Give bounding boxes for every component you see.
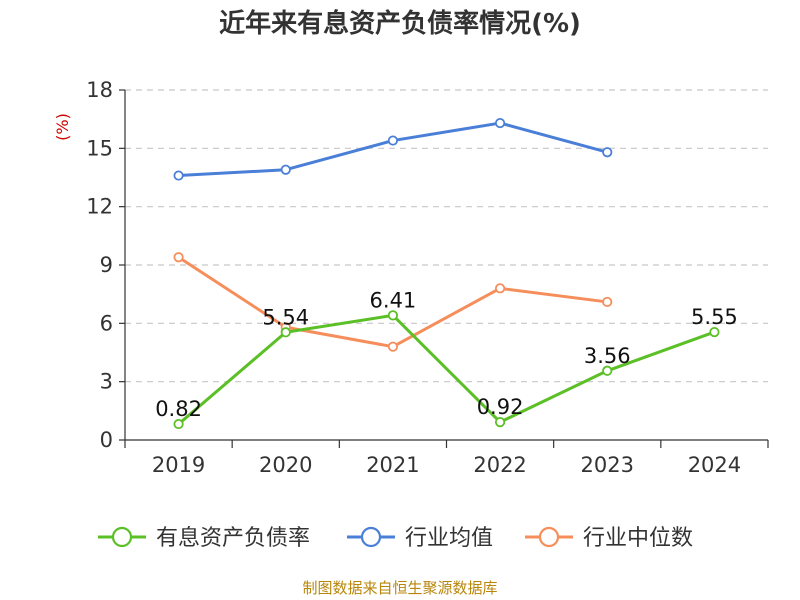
data-labels: 0.82 5.54 6.41 0.92 3.56 5.55: [155, 288, 738, 421]
x-tick-label-2024: 2024: [688, 453, 741, 477]
y-tick-label: 6: [100, 311, 113, 335]
data-point-1-1[interactable]: [280, 164, 291, 175]
legend-swatch-marker: [111, 526, 133, 548]
series-lines: [173, 117, 720, 430]
series-line-0: [177, 313, 715, 426]
legend-swatch-marker: [360, 526, 382, 548]
data-label-4: 3.56: [584, 344, 631, 368]
data-label-3: 0.92: [477, 395, 524, 419]
legend-item-2[interactable]: 行业中位数: [525, 526, 693, 551]
y-tick-label: 18: [86, 78, 113, 102]
legend-label: 行业中位数: [583, 526, 693, 551]
data-point-0-3[interactable]: [494, 417, 506, 428]
legend-item-1[interactable]: 行业均值: [347, 526, 493, 551]
data-point-1-3[interactable]: [494, 117, 506, 129]
y-tick-label: 3: [100, 370, 113, 394]
data-point-2-3[interactable]: [494, 283, 506, 294]
data-point-0-4[interactable]: [602, 365, 613, 376]
axes: 0 3 6 9 12 15 18 2019 2020 2021 2022 2023 2024: [86, 78, 769, 477]
data-label-1: 5.54: [262, 305, 309, 329]
legend-swatch-marker: [538, 526, 560, 548]
data-point-1-4[interactable]: [602, 147, 613, 158]
x-tick-label-2019: 2019: [152, 453, 205, 477]
data-point-0-5[interactable]: [709, 326, 720, 338]
y-tick-label: 9: [100, 253, 113, 277]
data-point-2-4[interactable]: [602, 296, 613, 308]
series-0: [173, 310, 720, 430]
x-tick-label-2022: 2022: [473, 453, 526, 477]
data-point-0-1[interactable]: [280, 327, 291, 338]
data-point-1-0[interactable]: [173, 170, 184, 181]
series-2: [173, 252, 613, 352]
y-axis-unit-label: (%): [53, 113, 72, 141]
x-tick-label-2021: 2021: [366, 453, 419, 477]
chart-title: 近年来有息资产负债率情况(%): [219, 8, 581, 39]
series-line-1: [178, 121, 608, 178]
y-tick-label: 15: [86, 136, 113, 160]
data-label-2: 6.41: [370, 288, 417, 312]
data-point-2-2[interactable]: [387, 341, 399, 352]
data-point-0-2[interactable]: [387, 310, 399, 321]
data-label-0: 0.82: [155, 397, 202, 421]
data-point-1-2[interactable]: [387, 135, 399, 146]
data-point-2-0[interactable]: [173, 252, 184, 263]
legend-label: 行业均值: [405, 526, 493, 551]
series-1: [173, 117, 613, 181]
data-point-0-0[interactable]: [173, 418, 184, 430]
gridlines: [125, 89, 768, 383]
y-tick-label: 0: [100, 428, 113, 452]
legend-label: 有息资产负债率: [156, 526, 310, 551]
legend-item-0[interactable]: 有息资产负债率: [98, 526, 310, 551]
x-tick-label-2020: 2020: [259, 453, 312, 477]
y-tick-label: 12: [86, 195, 113, 219]
legend: 有息资产负债率 行业均值 行业中位数: [98, 526, 693, 551]
x-tick-label-2023: 2023: [581, 453, 634, 477]
data-label-5: 5.55: [691, 305, 738, 329]
source-note: 制图数据来自恒生聚源数据库: [302, 579, 497, 597]
